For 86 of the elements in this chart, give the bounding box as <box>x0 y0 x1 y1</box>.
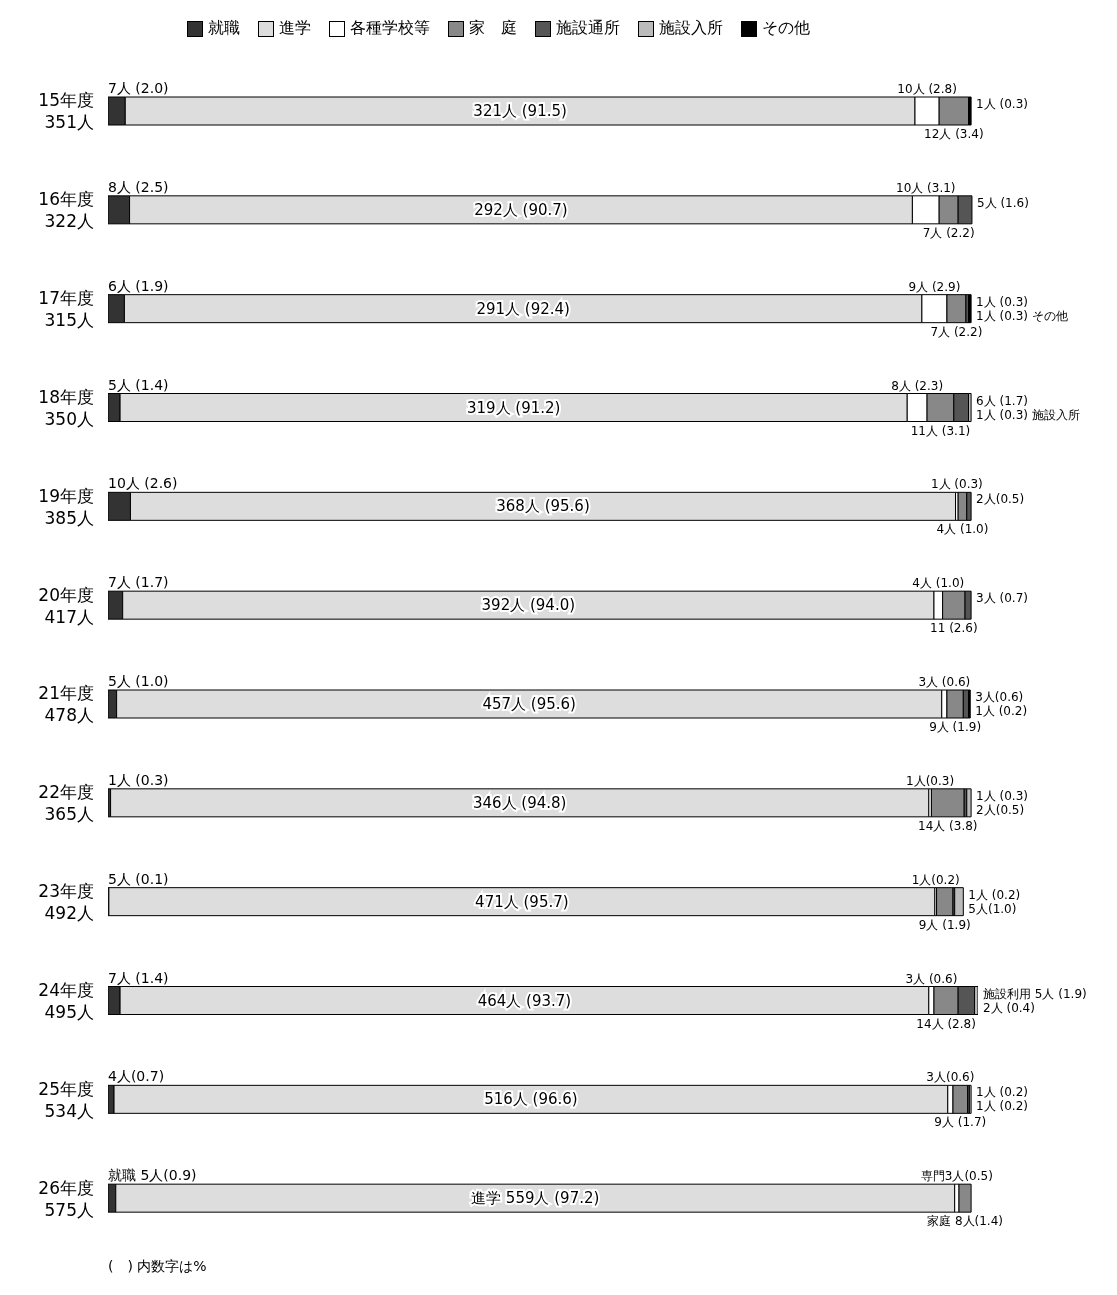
y-tick-label: 18年度 350人 <box>38 386 94 429</box>
y-tick-label: 15年度 351人 <box>38 90 94 133</box>
data-label: 7人 (2.2) <box>922 225 975 240</box>
data-label: 10人 (2.8) <box>897 82 957 96</box>
data-label: 11人 (3.1) <box>910 423 971 438</box>
y-tick-label: 23年度 492人 <box>38 881 94 924</box>
data-label: 9人 (2.9) <box>908 279 961 294</box>
data-label: 施設利用 5人 (1.9) <box>983 986 1087 1001</box>
data-label: 1人(0.2) <box>911 872 960 887</box>
data-label: 6人 (1.7) <box>976 393 1028 408</box>
data-label: 291人 (92.4) <box>476 299 570 318</box>
legend-label: 各種学校等 <box>348 18 430 39</box>
y-tick-label: 21年度 478人 <box>38 683 94 726</box>
data-label: 1人 (0.3) <box>976 294 1028 309</box>
data-label: 9人 (1.9) <box>929 720 982 734</box>
data-label: 321人 (91.5) <box>473 102 567 120</box>
data-label: 4人(0.7) <box>108 1068 165 1085</box>
data-label: 1人(0.3) <box>906 773 955 788</box>
data-label: 家庭 8人(1.4) <box>927 1214 1004 1229</box>
data-label: 1人 (0.3) <box>976 97 1028 111</box>
data-label: 1人 (0.2) <box>975 704 1028 718</box>
y-tick-label: 17年度 315人 <box>38 288 94 331</box>
data-label: 1人 (0.2) <box>976 1085 1028 1100</box>
legend-label: 就職 <box>206 18 240 39</box>
data-label: 就職 5人(0.9) <box>108 1167 197 1184</box>
data-label: 1人 (0.3) その他 <box>976 308 1068 323</box>
data-label: 464人 (93.7) <box>477 991 572 1010</box>
data-label: 12人 (3.4) <box>924 127 984 141</box>
data-label: 9人 (1.7) <box>934 1115 987 1130</box>
y-tick-label: 16年度 322人 <box>38 189 94 232</box>
data-label: 6人 (1.9) <box>108 277 169 294</box>
data-label: 10人 (3.1) <box>896 180 956 195</box>
y-tick-label: 25年度 534人 <box>38 1078 94 1121</box>
legend-label: 施設入所 <box>657 18 723 39</box>
data-label: 368人 (95.6) <box>496 497 590 516</box>
data-label: 5人 (1.6) <box>976 195 1029 210</box>
data-label: 7人 (1.4) <box>108 969 169 986</box>
data-label: 専門3人(0.5) <box>920 1169 993 1184</box>
data-label: 3人 (0.6) <box>905 971 958 986</box>
data-label: 2人(0.5) <box>976 802 1025 817</box>
data-label: 471人 (95.7) <box>475 892 569 911</box>
data-label: 1人 (0.3) <box>976 788 1028 803</box>
data-label: 1人 (0.3) 施設入所 <box>976 407 1080 422</box>
y-tick-label: 26年度 575人 <box>38 1177 94 1220</box>
y-tick-label: 22年度 365人 <box>38 782 94 825</box>
data-label: 2人 (0.4) <box>983 1000 1035 1015</box>
data-label: 516人 (96.6) <box>484 1090 578 1109</box>
data-label: 1人 (0.2) <box>968 887 1021 902</box>
legend-label: その他 <box>760 18 810 39</box>
y-tick-label: 19年度 385人 <box>38 485 94 528</box>
data-label: 5人 (0.1) <box>108 870 169 887</box>
y-tick-label: 24年度 495人 <box>38 979 94 1022</box>
y-tick-label: 20年度 417人 <box>38 584 94 627</box>
data-label: 319人 (91.2) <box>466 398 561 417</box>
data-label: 1人 (0.3) <box>930 477 983 492</box>
legend-label: 家 庭 <box>467 18 517 39</box>
data-label: 3人(0.6) <box>926 1070 975 1085</box>
data-label: 1人 (0.3) <box>108 771 169 788</box>
legend-label: 進学 <box>277 18 311 39</box>
data-label: 8人 (2.5) <box>108 178 169 195</box>
data-label: 進学 559人 (97.2) <box>471 1189 600 1208</box>
data-label: 10人 (2.6) <box>108 475 178 492</box>
data-label: 3人 (0.6) <box>918 675 971 689</box>
data-label: 392人 (94.0) <box>481 596 576 615</box>
data-label: 4人 (1.0) <box>912 576 965 591</box>
data-label: 4人 (1.0) <box>936 522 989 537</box>
text: ( ) 内数字は% <box>108 1258 208 1276</box>
data-label: 9人 (1.9) <box>918 917 971 932</box>
data-label: 5人(1.0) <box>968 901 1017 916</box>
data-label: 14人 (2.8) <box>916 1016 976 1031</box>
data-label: 8人 (2.3) <box>891 378 944 393</box>
data-label: 346人 (94.8) <box>472 793 567 812</box>
data-label: 2人(0.5) <box>976 492 1025 507</box>
data-label: 292人 (90.7) <box>474 200 568 219</box>
data-label: 3人(0.6) <box>975 690 1024 704</box>
data-label: 7人 (2.2) <box>930 324 983 339</box>
data-label: 11 (2.6) <box>930 621 978 636</box>
data-label: 14人 (3.8) <box>918 818 978 833</box>
legend-label: 施設通所 <box>554 18 620 39</box>
data-label: 3人 (0.7) <box>976 591 1028 606</box>
data-label: 1人 (0.2) <box>976 1099 1028 1114</box>
data-label: 5人 (1.0) <box>108 673 169 689</box>
data-label: 7人 (1.7) <box>108 574 169 591</box>
data-label: 7人 (2.0) <box>108 80 169 96</box>
data-label: 457人 (95.6) <box>482 695 576 713</box>
data-label: 5人 (1.4) <box>108 376 169 393</box>
